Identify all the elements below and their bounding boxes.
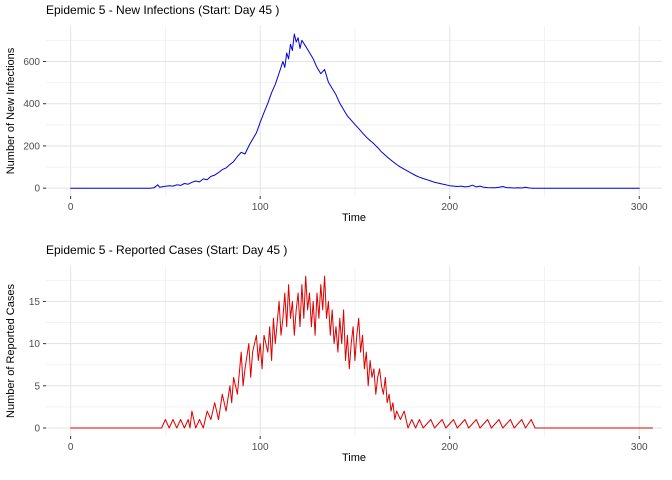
y-tick-label: 15: [29, 297, 41, 308]
y-tick-label: 5: [34, 381, 40, 392]
y-axis-label: Number of New Infections: [5, 47, 17, 175]
x-tick-label: 200: [441, 202, 458, 213]
x-tick-label: 200: [441, 442, 458, 453]
x-tick-label: 0: [68, 202, 74, 213]
new-infections-figure: 0 100 200 300 0 200 400 600 Epidemic 5 - New In…: [5, 3, 662, 224]
y-tick-label: 600: [23, 57, 40, 68]
x-tick-label: 300: [631, 442, 648, 453]
plot-panel: [46, 26, 662, 196]
series-line: [70, 33, 640, 189]
x-axis-label: Time: [341, 212, 367, 224]
reported-cases-figure: 0 100 200 300 0 5 10 15 Epidemic 5 - Reported C…: [0, 240, 672, 480]
y-axis-label: Number of Reported Cases: [5, 284, 17, 418]
series-line: [70, 275, 653, 429]
x-tick-label: 100: [252, 442, 269, 453]
x-tick-label: 300: [631, 202, 648, 213]
y-tick-label: 400: [23, 99, 40, 110]
chart-title: Epidemic 5 - Reported Cases (Start: Day …: [46, 243, 288, 257]
x-tick-label: 100: [252, 202, 269, 213]
y-tick-label: 10: [29, 339, 41, 350]
y-tick-label: 0: [34, 423, 40, 434]
y-tick-label: 0: [34, 184, 40, 195]
x-tick-label: 0: [68, 442, 74, 453]
reported-cases-chart: 0 100 200 300 0 5 10 15: [29, 266, 662, 453]
chart-title: Epidemic 5 - New Infections (Start: Day …: [46, 3, 280, 17]
new-infections-chart: 0 100 200 300 0 200 400 600: [23, 26, 662, 213]
y-tick-label: 200: [23, 141, 40, 152]
x-axis-label: Time: [341, 452, 367, 464]
